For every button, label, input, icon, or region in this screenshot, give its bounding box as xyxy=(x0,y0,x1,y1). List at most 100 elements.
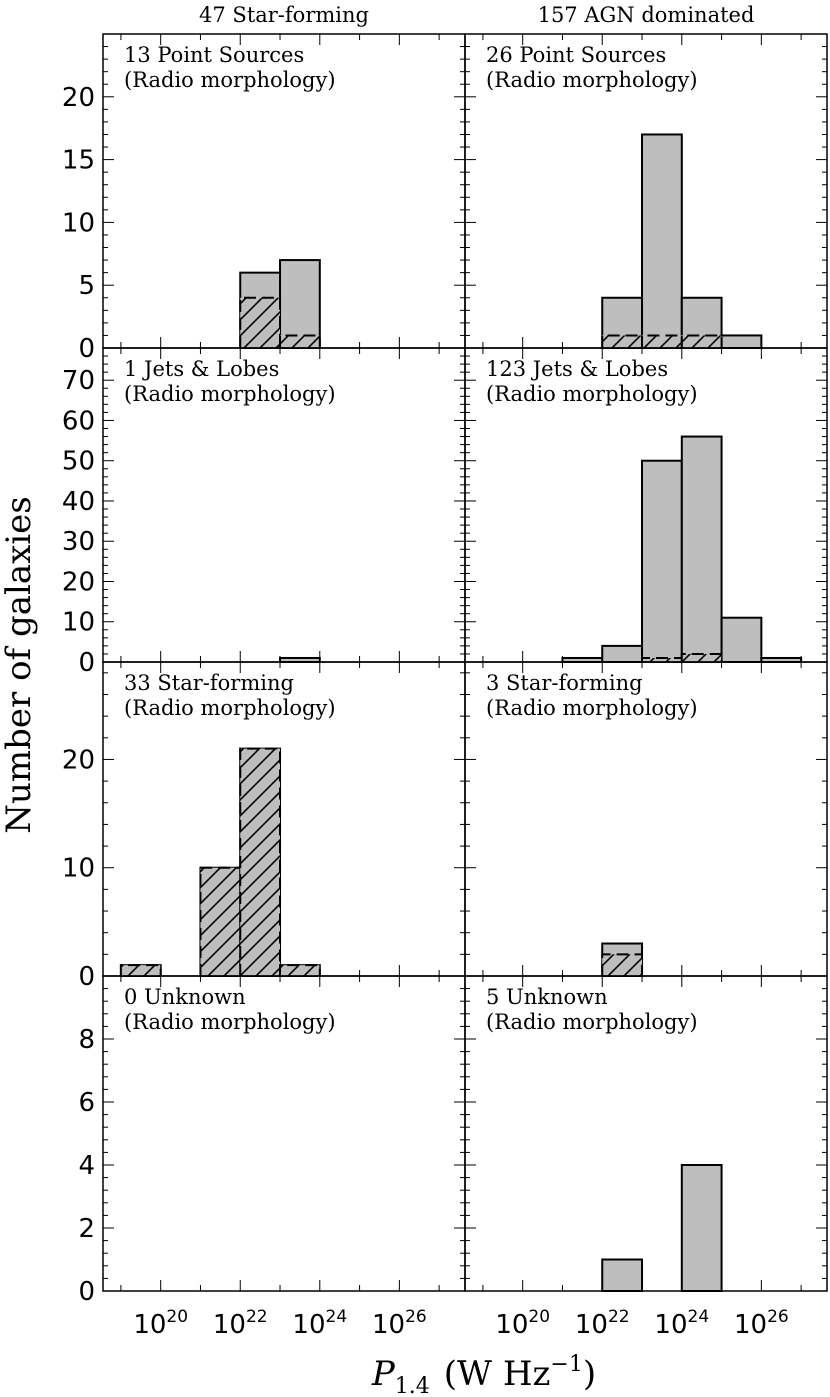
bar-hatched-outline-22-23 xyxy=(239,296,282,348)
bar-total-25-26 xyxy=(720,334,763,350)
y-tick-label: 20 xyxy=(62,567,95,597)
x-tick-exponent: 26 xyxy=(767,1307,789,1327)
x-tick-label: 1022 xyxy=(213,1307,268,1340)
y-tick-label: 20 xyxy=(62,83,95,113)
bar-total-22-23 xyxy=(601,1258,644,1292)
panel-subtitle: (Radio morphology) xyxy=(124,696,336,720)
x-tick-base: 10 xyxy=(734,1310,767,1340)
panel-subtitle: (Radio morphology) xyxy=(124,1010,336,1034)
y-tick-label: 2 xyxy=(78,1214,95,1244)
bar-hatched-22-23 xyxy=(602,335,643,348)
bar-hatched-21-22 xyxy=(200,867,241,976)
bar-hatched-22-23 xyxy=(240,748,281,976)
panel-subtitle: (Radio morphology) xyxy=(486,696,698,720)
x-tick-exponent: 22 xyxy=(608,1307,630,1327)
x-tick-label: 1026 xyxy=(372,1307,427,1340)
x-label-exponent: −1 xyxy=(550,1352,582,1377)
panel-r4-c2: 5 Unknown(Radio morphology) xyxy=(464,975,828,1292)
panel-subtitle: (Radio morphology) xyxy=(124,382,336,406)
bar-hatched-22-23 xyxy=(602,954,643,976)
y-tick-label: 8 xyxy=(78,1025,95,1055)
panel-subtitle: (Radio morphology) xyxy=(124,68,336,92)
y-tick-label: 50 xyxy=(62,447,95,477)
x-tick-base: 10 xyxy=(495,1310,528,1340)
panel-r1-c2: 26 Point Sources(Radio morphology) xyxy=(464,33,828,350)
panel-r2-c1: 0 10 20 30 40 50 60 70 1 Jets & Lobes(Radio morp… xyxy=(62,347,466,678)
y-tick-label: 0 xyxy=(78,962,95,992)
panel-label: 1 Jets & Lobes xyxy=(124,357,279,381)
x-tick-label: 1026 xyxy=(734,1307,789,1340)
panel-label: 3 Star-forming xyxy=(486,671,643,695)
x-tick-exponent: 24 xyxy=(688,1307,710,1327)
x-tick-label: 1024 xyxy=(292,1307,347,1340)
x-tick-exponent: 20 xyxy=(528,1307,550,1327)
x-tick-label: 1020 xyxy=(133,1307,188,1340)
y-tick-label: 10 xyxy=(62,208,95,238)
y-axis-label: Number of galaxies xyxy=(0,496,39,834)
column-title-right: 157 AGN dominated xyxy=(538,3,755,27)
y-tick-label: 60 xyxy=(62,406,95,436)
y-tick-label: 5 xyxy=(78,271,95,301)
bar-hatched-23-24 xyxy=(280,965,320,976)
x-axis-label: P1.4 (W Hz−1) xyxy=(371,1352,596,1397)
bar-total-22-23 xyxy=(601,644,644,664)
y-tick-label: 0 xyxy=(78,334,95,364)
y-tick-label: 30 xyxy=(62,527,95,557)
x-tick-base: 10 xyxy=(292,1310,325,1340)
panel-label: 33 Star-forming xyxy=(124,671,294,695)
x-tick-base: 10 xyxy=(654,1310,687,1340)
x-tick-exponent: 20 xyxy=(166,1307,188,1327)
x-tick-base: 10 xyxy=(133,1310,166,1340)
bar-hatched-24-25 xyxy=(681,335,722,348)
panel-frame xyxy=(464,975,828,1292)
bar-total-24-25 xyxy=(680,1164,723,1292)
y-tick-label: 15 xyxy=(62,146,95,176)
panel-label: 5 Unknown xyxy=(486,985,608,1009)
y-tick-label: 40 xyxy=(62,487,95,517)
x-label-symbol: P xyxy=(371,1354,396,1394)
x-axis: 1020 1022 1024 1026 1020 1022 1024 1026 xyxy=(133,1307,788,1340)
x-label-close: ) xyxy=(583,1354,596,1394)
y-tick-label: 0 xyxy=(78,648,95,678)
panel-subtitle: (Radio morphology) xyxy=(486,68,698,92)
y-tick-label: 10 xyxy=(62,608,95,638)
panel-subtitle: (Radio morphology) xyxy=(486,1010,698,1034)
panel-label: 13 Point Sources xyxy=(124,43,304,67)
panel-label: 26 Point Sources xyxy=(486,43,666,67)
bar-total-23-24 xyxy=(641,133,683,349)
y-tick-label: 10 xyxy=(62,854,95,884)
bar-total-24-25 xyxy=(680,435,723,664)
y-tick-label: 20 xyxy=(62,745,95,775)
x-tick-label: 1024 xyxy=(654,1307,709,1340)
bar-hatched-outline-22-23 xyxy=(239,747,282,976)
panel-subtitle: (Radio morphology) xyxy=(486,382,698,406)
panel-r3-c2: 3 Star-forming(Radio morphology) xyxy=(464,661,828,977)
bar-hatched-24-25 xyxy=(681,653,722,662)
x-tick-base: 10 xyxy=(213,1310,246,1340)
bar-hatched-19-20 xyxy=(120,965,161,976)
column-title-left: 47 Star-forming xyxy=(199,3,369,27)
x-tick-exponent: 24 xyxy=(326,1307,348,1327)
y-tick-label: 4 xyxy=(78,1151,95,1181)
bar-hatched-23-24 xyxy=(642,335,682,348)
x-tick-base: 10 xyxy=(575,1310,608,1340)
bar-hatched-23-24 xyxy=(642,657,682,662)
panel-r4-c1: 0 2 4 6 8 0 Unknown(Radio morphology) xyxy=(78,975,466,1307)
bar-hatched-22-23 xyxy=(240,297,281,348)
y-tick-label: 70 xyxy=(62,366,95,396)
bar-total-25-26 xyxy=(720,616,763,664)
x-label-units: (W Hz xyxy=(444,1354,551,1394)
bar-total-23-24 xyxy=(641,459,683,664)
panel-r2-c2: 123 Jets & Lobes(Radio morphology) xyxy=(464,347,828,664)
panel-r1-c1: 0 5 10 15 20 13 Point Sources(Radio morpholog… xyxy=(62,33,466,364)
y-tick-label: 0 xyxy=(78,1277,95,1307)
x-tick-exponent: 26 xyxy=(405,1307,427,1327)
x-label-subscript: 1.4 xyxy=(395,1374,430,1397)
panel-r3-c1: 0 10 20 33 Star-forming(Radio morphology) xyxy=(62,661,466,992)
x-tick-base: 10 xyxy=(372,1310,405,1340)
x-tick-label: 1020 xyxy=(495,1307,550,1340)
x-tick-label: 1022 xyxy=(575,1307,630,1340)
bar-hatched-23-24 xyxy=(280,335,320,348)
